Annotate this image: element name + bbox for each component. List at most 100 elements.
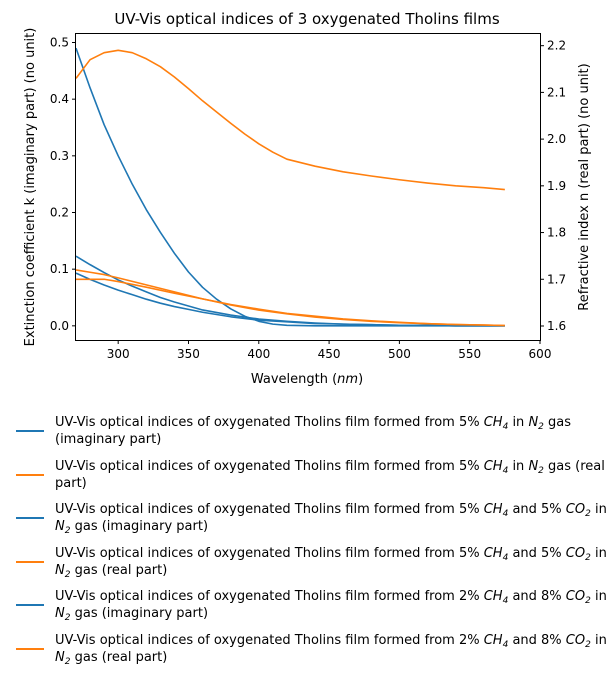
formula: N2 — [528, 415, 544, 432]
series-line-3 — [75, 255, 505, 327]
y-left-tick-label: 0.5 — [50, 36, 69, 50]
formula-subscript: 2 — [64, 613, 71, 623]
y-right-tick-label: 1.6 — [547, 319, 566, 333]
legend-item: UV-Vis optical indices of oxygenated Tho… — [14, 588, 610, 632]
x-axis: 300 350 400 450 500 550 600 — [107, 340, 552, 361]
legend-text-part: UV-Vis optical indices of oxygenated Tho… — [55, 632, 484, 648]
x-tick-label: 500 — [388, 347, 411, 361]
legend-text-part: gas (imaginary part) — [70, 519, 209, 534]
y-axis-left-label: Extinction coefficient k (imaginary part… — [23, 28, 38, 347]
legend-text-part: gas (real part) — [55, 458, 605, 491]
formula-subscript: 4 — [502, 509, 509, 519]
series-line-6 — [76, 278, 505, 327]
formula: N2 — [55, 649, 71, 667]
legend-swatch — [16, 560, 44, 563]
formula-subscript: 2 — [585, 639, 591, 650]
formula-subscript: 2 — [585, 552, 591, 563]
chart-title: UV-Vis optical indices of 3 oxygenated T… — [114, 10, 499, 28]
x-axis-label-unit: nm — [337, 372, 358, 387]
x-tick-label: 300 — [107, 347, 130, 361]
plot-frame — [75, 33, 541, 341]
legend-item: UV-Vis optical indices of oxygenated Tho… — [14, 414, 610, 458]
figure: UV-Vis optical indices of 3 oxygenated T… — [23, 10, 592, 387]
legend-item: UV-Vis optical indices of oxygenated Tho… — [14, 458, 610, 502]
series-line-2 — [75, 49, 505, 191]
formula: CH4 — [483, 502, 509, 519]
formula-subscript: 2 — [585, 596, 591, 606]
formula: CH4 — [483, 632, 509, 650]
formula-subscript: 2 — [538, 465, 544, 476]
series-layer — [75, 47, 505, 327]
formula-subscript: 4 — [502, 422, 509, 432]
formula: CH4 — [483, 415, 509, 432]
legend-label: UV-Vis optical indices of oxygenated Tho… — [55, 414, 607, 448]
y-axis-left: 0.0 0.1 0.2 0.3 0.4 0.5 — [50, 36, 76, 333]
legend-swatch — [16, 517, 44, 519]
legend-text-part: in — [590, 632, 607, 648]
formula: CO2 — [565, 589, 591, 606]
y-left-tick-label: 0.2 — [50, 206, 69, 220]
y-right-tick-label: 1.9 — [547, 179, 566, 193]
legend-label: UV-Vis optical indices of oxygenated Tho… — [55, 545, 607, 580]
y-left-tick-label: 0.0 — [50, 319, 69, 333]
formula: N2 — [55, 606, 71, 623]
legend-item: UV-Vis optical indices of oxygenated Tho… — [14, 545, 610, 589]
legend-text-part: UV-Vis optical indices of oxygenated Tho… — [55, 589, 484, 604]
x-axis-label-close: ) — [358, 372, 363, 387]
formula-subscript: 2 — [64, 526, 71, 536]
formula: N2 — [55, 519, 71, 536]
y-right-tick-label: 2.1 — [547, 85, 566, 99]
legend-label: UV-Vis optical indices of oxygenated Tho… — [55, 501, 607, 536]
legend-text-part: and 8% — [508, 589, 566, 604]
legend-text-part: gas (real part) — [70, 649, 168, 665]
legend-text-part: UV-Vis optical indices of oxygenated Tho… — [55, 545, 484, 561]
legend: UV-Vis optical indices of oxygenated Tho… — [14, 414, 610, 675]
legend-text-part: gas (real part) — [70, 562, 168, 578]
formula-subscript: 4 — [502, 639, 509, 650]
legend-swatch — [16, 430, 44, 432]
legend-text-part: in — [590, 502, 607, 517]
legend-item: UV-Vis optical indices of oxygenated Tho… — [14, 501, 610, 545]
y-right-tick-label: 2.0 — [547, 132, 566, 146]
legend-item: UV-Vis optical indices of oxygenated Tho… — [14, 632, 610, 676]
x-tick-label: 350 — [177, 347, 200, 361]
legend-swatch — [16, 647, 44, 650]
formula: CH4 — [483, 589, 509, 606]
x-tick-label: 600 — [529, 347, 552, 361]
formula: N2 — [55, 562, 71, 580]
formula-subscript: 4 — [502, 465, 509, 476]
legend-text-part: in — [590, 545, 607, 561]
x-axis-label: Wavelength (nm) — [251, 372, 363, 387]
y-axis-right: 1.6 1.7 1.8 1.9 2.0 2.1 2.2 — [540, 39, 566, 333]
formula-subscript: 2 — [538, 422, 544, 432]
plot-area — [75, 47, 505, 327]
formula: CH4 — [483, 545, 509, 563]
legend-swatch — [16, 473, 44, 476]
formula: CH4 — [483, 458, 509, 476]
y-axis-right-label: Refractive index n (real part) (no unit) — [577, 63, 592, 310]
legend-text-part: UV-Vis optical indices of oxygenated Tho… — [55, 415, 484, 430]
formula-subscript: 2 — [64, 656, 71, 667]
x-tick-label: 450 — [318, 347, 341, 361]
y-right-tick-label: 2.2 — [547, 39, 566, 53]
legend-text-part: UV-Vis optical indices of oxygenated Tho… — [55, 458, 484, 474]
formula-subscript: 4 — [502, 596, 509, 606]
legend-text-part: UV-Vis optical indices of oxygenated Tho… — [55, 502, 484, 517]
legend-text-part: gas (imaginary part) — [70, 606, 209, 621]
legend-text-part: and 8% — [508, 632, 566, 648]
legend-swatch — [16, 604, 44, 606]
legend-text-part: in — [508, 415, 529, 430]
formula: CO2 — [565, 545, 591, 563]
x-tick-label: 550 — [458, 347, 481, 361]
legend-text-part: in — [508, 458, 529, 474]
x-axis-label-text: Wavelength ( — [251, 372, 337, 387]
legend-label: UV-Vis optical indices of oxygenated Tho… — [55, 458, 607, 492]
y-right-tick-label: 1.7 — [547, 272, 566, 286]
y-left-tick-label: 0.4 — [50, 92, 69, 106]
legend-text-part: gas (imaginary part) — [55, 415, 572, 447]
legend-label: UV-Vis optical indices of oxygenated Tho… — [55, 632, 607, 667]
legend-text-part: and 5% — [508, 545, 566, 561]
series-line-5 — [75, 272, 505, 327]
formula-subscript: 4 — [502, 552, 509, 563]
y-left-tick-label: 0.3 — [50, 149, 69, 163]
